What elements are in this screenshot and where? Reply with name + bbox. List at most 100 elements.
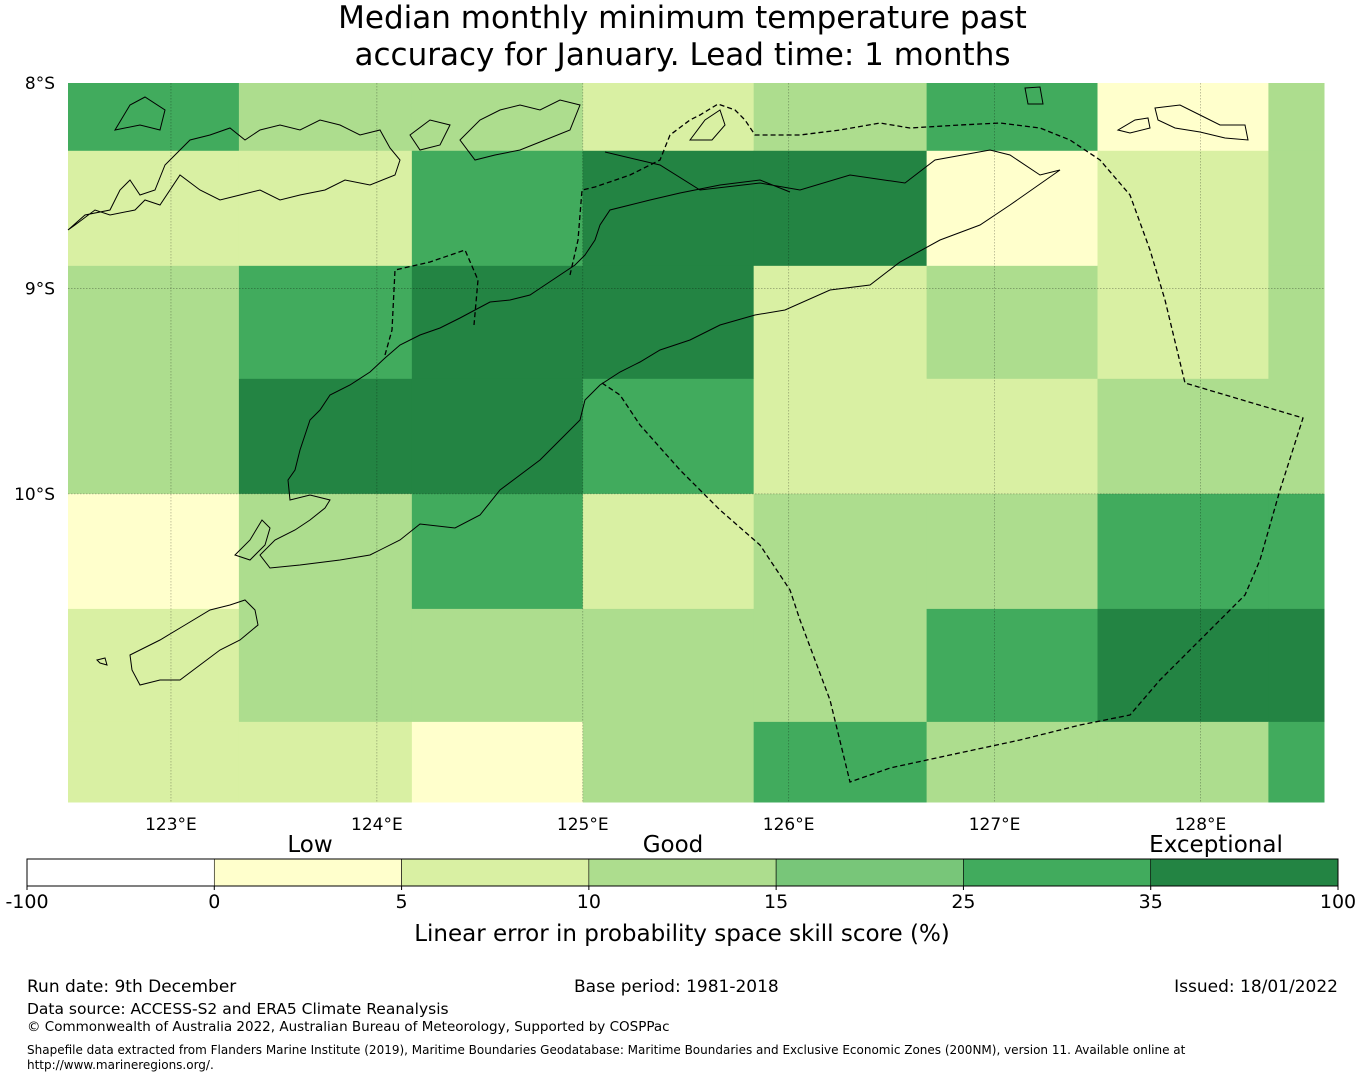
grid-cell [926, 150, 1099, 267]
grid-cell [582, 721, 755, 803]
graticule [68, 83, 1324, 802]
latitude-label: 9°S [25, 279, 55, 299]
title-line-2: accuracy for January. Lead time: 1 month… [354, 37, 1011, 73]
colorbar-segment [1150, 858, 1339, 887]
grid-cell [753, 608, 928, 723]
grid-cell [411, 493, 584, 610]
oecusse-eez-boundary [384, 249, 479, 356]
latitude-label: 8°S [25, 74, 55, 94]
colorbar-segment [213, 858, 402, 887]
grid-cell [926, 83, 1099, 152]
grid-cell [926, 265, 1099, 380]
grid-cell [1097, 721, 1269, 803]
timor-leste-eez-boundary [569, 103, 1304, 783]
grid-cell [753, 493, 928, 610]
colorbar-outline [26, 858, 1339, 887]
grid-cell [68, 721, 240, 803]
colorbar-tick-label: 15 [764, 891, 788, 913]
colorbar-category-label: Good [643, 832, 704, 858]
grid-cell [238, 83, 413, 152]
colorbar-segment [775, 858, 964, 887]
island-coastline [1116, 117, 1151, 134]
grid-cell [238, 493, 413, 610]
grid-cell [926, 378, 1099, 495]
grid-cell [1268, 493, 1325, 610]
colorbar-category-label: Low [287, 832, 332, 858]
longitude-label: 126°E [763, 815, 815, 835]
issued-date: Issued: 18/01/2022 [1174, 977, 1338, 997]
colorbar-tick-label: 35 [1139, 891, 1163, 913]
colorbar-segment [401, 858, 590, 887]
grid-cell [582, 150, 755, 267]
shapefile-credit-line-1: Shapefile data extracted from Flanders M… [27, 1043, 1186, 1057]
grid-cell [68, 83, 240, 152]
longitude-label: 125°E [557, 815, 609, 835]
colorbar-tick-label: 100 [1320, 891, 1356, 913]
grid-cell [68, 378, 240, 495]
grid-cell [1097, 150, 1269, 267]
latitude-labels: 8°S 9°S 10°S [14, 74, 55, 505]
island-coastline [459, 99, 581, 161]
grid-cell [1268, 608, 1325, 723]
skill-score-grid [68, 83, 1325, 803]
run-date: Run date: 9th December [27, 977, 237, 997]
grid-cell [411, 721, 584, 803]
coastlines [67, 86, 1249, 686]
grid-cell [411, 83, 584, 152]
longitude-labels: 123°E 124°E 125°E 126°E 127°E 128°E [145, 815, 1226, 835]
grid-cell [926, 721, 1099, 803]
island-coastline [409, 119, 451, 151]
grid-cell [582, 83, 755, 152]
grid-cell [238, 721, 413, 803]
latitude-label: 10°S [14, 485, 55, 505]
colorbar-label: Linear error in probability space skill … [414, 921, 950, 947]
grid-cell [68, 265, 240, 380]
grid-cell [753, 265, 928, 380]
grid-cell [411, 378, 584, 495]
grid-cell [582, 493, 755, 610]
chart-title: Median monthly minimum temperature past … [0, 0, 1365, 74]
grid-cell [238, 608, 413, 723]
island-coastline [1024, 86, 1044, 105]
colorbar: -100 0 5 10 15 25 35 100 Low Good Exceptional Linea… [5, 832, 1356, 947]
data-source: Data source: ACCESS-S2 and ERA5 Climate … [27, 1000, 449, 1018]
grid-cell [1097, 265, 1269, 380]
grid-cell [1268, 150, 1325, 267]
grid-cell [1268, 721, 1325, 803]
wetar-coastline [1154, 104, 1249, 141]
grid-cell [753, 378, 928, 495]
grid-cell [1268, 265, 1325, 380]
grid-cell [238, 150, 413, 267]
grid-cell [1097, 378, 1269, 495]
copyright: © Commonwealth of Australia 2022, Austra… [27, 1019, 670, 1035]
colorbar-segment [588, 858, 777, 887]
colorbar-tick-label: 0 [208, 891, 220, 913]
grid-cell [753, 150, 928, 267]
shapefile-credit-line-2: http://www.marineregions.org/. [27, 1058, 214, 1072]
colorbar-segment [963, 858, 1152, 887]
longitude-label: 123°E [145, 815, 197, 835]
grid-cell [68, 608, 240, 723]
maritime-boundaries [384, 103, 1304, 783]
grid-cell [926, 608, 1099, 723]
timor-coastline [259, 149, 1061, 569]
alor-coastline [67, 119, 401, 231]
grid-cell [238, 378, 413, 495]
longitude-label: 124°E [351, 815, 403, 835]
longitude-label: 128°E [1175, 815, 1227, 835]
grid-cell [753, 83, 928, 152]
grid-cell [68, 493, 240, 610]
title-line-1: Median monthly minimum temperature past [338, 0, 1027, 36]
colorbar-category-label: Exceptional [1149, 832, 1283, 858]
grid-cell [1268, 83, 1325, 152]
grid-cell [1097, 83, 1269, 152]
grid-cell [411, 150, 584, 267]
island-coastline [96, 657, 108, 666]
longitude-label: 127°E [969, 815, 1021, 835]
grid-cell [1097, 608, 1269, 723]
colorbar-tick-label: 25 [951, 891, 975, 913]
island-coastline [113, 96, 166, 131]
rote-coastline [129, 599, 259, 686]
grid-cell [411, 608, 584, 723]
